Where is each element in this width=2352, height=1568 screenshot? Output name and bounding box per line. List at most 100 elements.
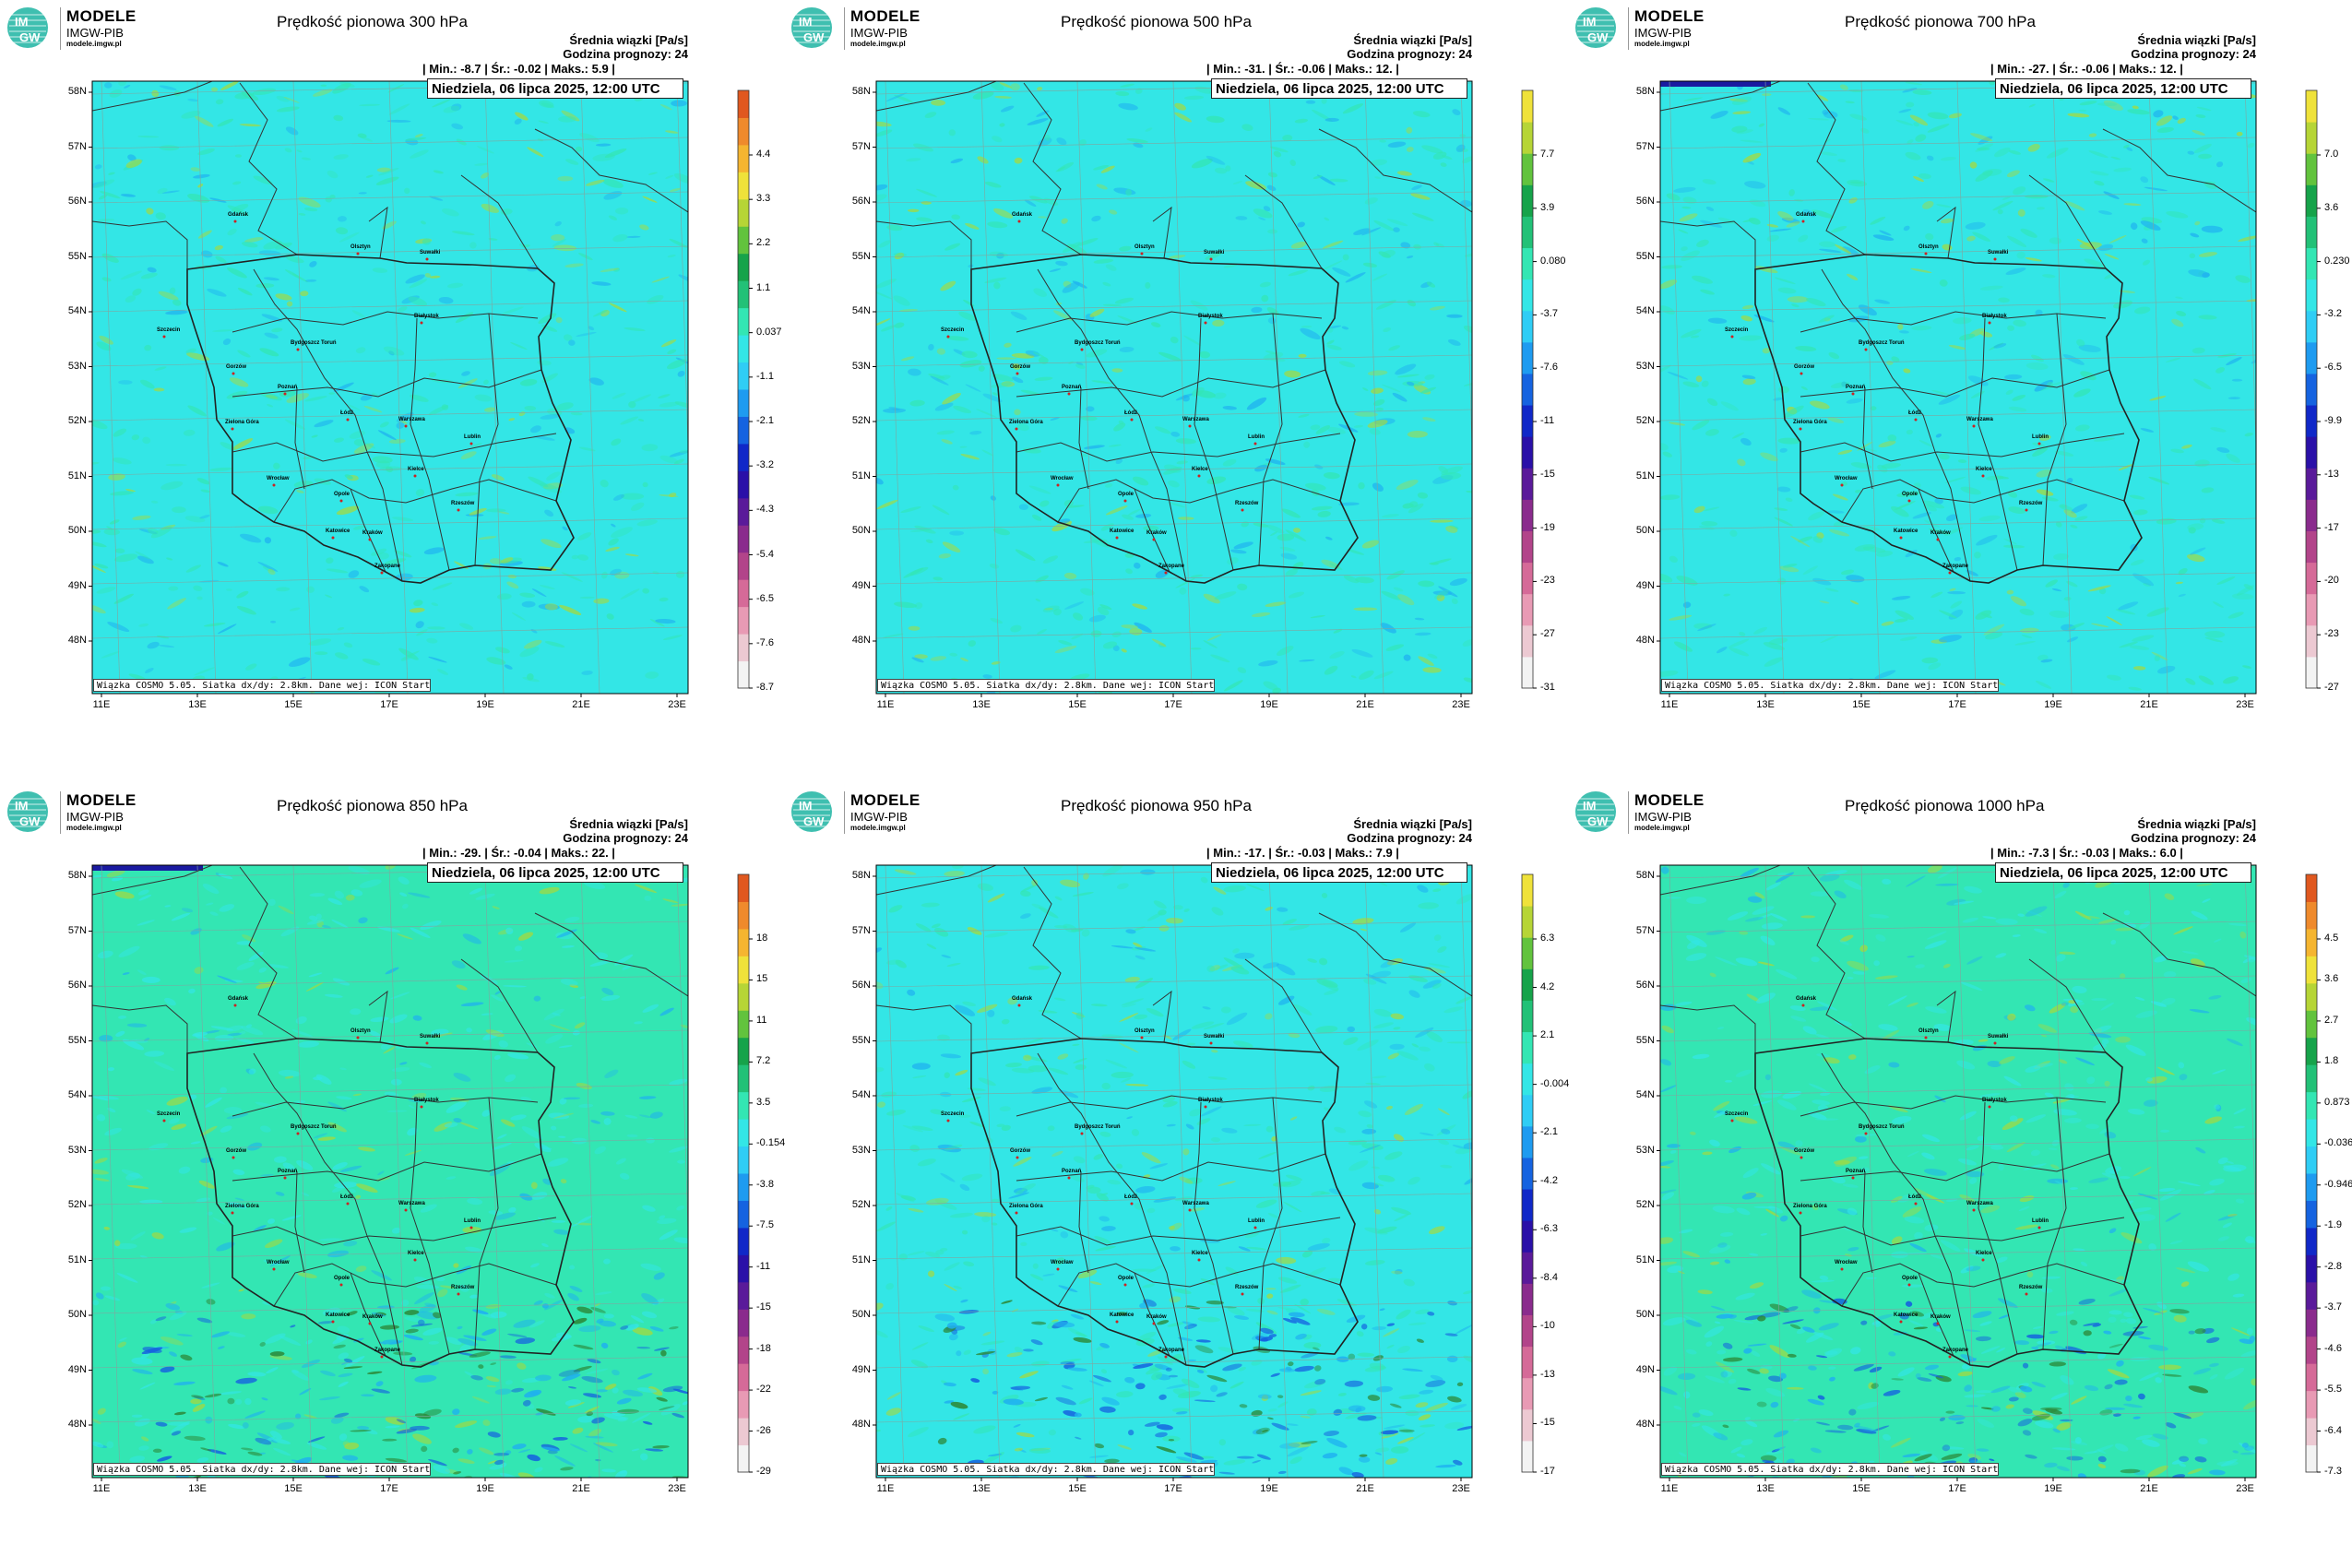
field-blob [881, 1091, 897, 1098]
colorbar-segment [1522, 937, 1533, 969]
forecast-hour: Godzina prognozy: 24 [563, 47, 688, 61]
field-blob [591, 1417, 605, 1424]
field-blob [232, 438, 254, 450]
colorbar-label: -4.2 [1540, 1174, 1558, 1186]
field-blob [2101, 1172, 2120, 1180]
field-blob [1788, 189, 1795, 196]
city-marker [1907, 1283, 1911, 1287]
field-blob [2140, 428, 2155, 433]
field-blob [1295, 1333, 1307, 1340]
field-blob [1965, 221, 1986, 230]
field-blob [577, 532, 592, 540]
field-blob [1134, 622, 1152, 633]
field-blob [522, 1399, 531, 1407]
field-blob [2049, 1330, 2059, 1335]
field-blob [1922, 200, 1934, 209]
field-blob [1135, 513, 1152, 518]
field-blob [1323, 472, 1340, 480]
field-blob [910, 1360, 929, 1369]
field-blob [575, 146, 583, 152]
field-blob [452, 1408, 460, 1416]
city-label: Kielce [1192, 1251, 1208, 1256]
field-blob [2093, 437, 2116, 442]
field-blob [1375, 407, 1384, 411]
field-blob [362, 658, 381, 666]
field-blob [285, 126, 299, 136]
field-blob [383, 1046, 397, 1054]
field-blob [2084, 1451, 2097, 1455]
city-label: Gdańsk [228, 212, 249, 218]
field-blob [1170, 1353, 1182, 1361]
field-blob [1200, 1278, 1216, 1286]
field-blob [2025, 1065, 2041, 1073]
stat-max-label: | Maks.: [540, 846, 588, 860]
lat-label: 48N [67, 1419, 87, 1430]
field-blob [2118, 464, 2132, 471]
field-blob [1267, 172, 1277, 178]
city-label: Bydgoszcz Toruń [291, 1124, 337, 1130]
field-blob [482, 1420, 491, 1427]
field-blob [1729, 529, 1738, 537]
field-blob [1812, 1279, 1835, 1283]
field-blob [335, 652, 349, 659]
field-blob [151, 1232, 164, 1240]
field-blob [445, 1336, 462, 1346]
field-blob [655, 618, 676, 624]
city-marker [356, 252, 360, 255]
field-blob [1993, 343, 2007, 349]
field-blob [2054, 1181, 2065, 1186]
field-blob [215, 255, 227, 264]
field-blob [147, 641, 160, 649]
field-blob [1271, 1135, 1277, 1142]
field-blob [1733, 1319, 1754, 1324]
field-blob [1234, 952, 1255, 959]
field-blob [2049, 237, 2062, 244]
lat-label: 54N [1635, 1089, 1655, 1100]
field-blob [552, 239, 566, 247]
field-blob [876, 121, 892, 127]
city-label: Kielce [1976, 1251, 1992, 1256]
field-blob [2132, 635, 2155, 642]
field-blob [544, 603, 558, 611]
field-blob [1462, 1089, 1472, 1099]
field-blob [1174, 112, 1193, 123]
field-blob [1134, 562, 1141, 569]
field-blob [1830, 225, 1847, 233]
city-label: Opole [1118, 1276, 1134, 1281]
field-blob [1255, 1199, 1277, 1208]
field-blob [977, 883, 993, 891]
city-marker [232, 372, 235, 375]
field-blob [1887, 995, 1907, 1006]
colorbar-label: -6.4 [2324, 1424, 2342, 1436]
field-blob [263, 1260, 281, 1266]
field-blob [2146, 1075, 2168, 1084]
field-blob [1032, 351, 1045, 358]
field-blob [1373, 220, 1395, 232]
field-blob [552, 1012, 561, 1016]
field-blob [1712, 1206, 1735, 1214]
field-blob [1697, 1289, 1713, 1295]
field-blob [894, 94, 913, 103]
field-blob [1941, 1453, 1963, 1460]
stat-end: | [608, 62, 615, 76]
field-blob [1027, 118, 1049, 125]
field-blob [1808, 511, 1824, 521]
field-blob [172, 299, 182, 306]
field-blob [1362, 387, 1369, 391]
field-blob [1362, 262, 1377, 267]
coastline [239, 866, 298, 1039]
field-blob [2196, 883, 2213, 886]
colorbar-segment [738, 470, 749, 499]
field-blob [1940, 156, 1956, 161]
field-blob [1053, 1321, 1075, 1328]
field-blob [1023, 1054, 1032, 1062]
stat-max-value: 22. [588, 846, 609, 860]
colorbar-label: -11 [1540, 415, 1555, 426]
field-blob [2242, 665, 2252, 669]
field-blob [1705, 429, 1719, 436]
field-blob [2017, 208, 2025, 217]
field-blob [336, 505, 360, 516]
field-blob [540, 102, 555, 109]
map-panel-1: IM GW MODELE IMGW-PIB modele.imgw.pl Prędkość… [0, 0, 784, 784]
field-blob [1195, 1339, 1211, 1343]
